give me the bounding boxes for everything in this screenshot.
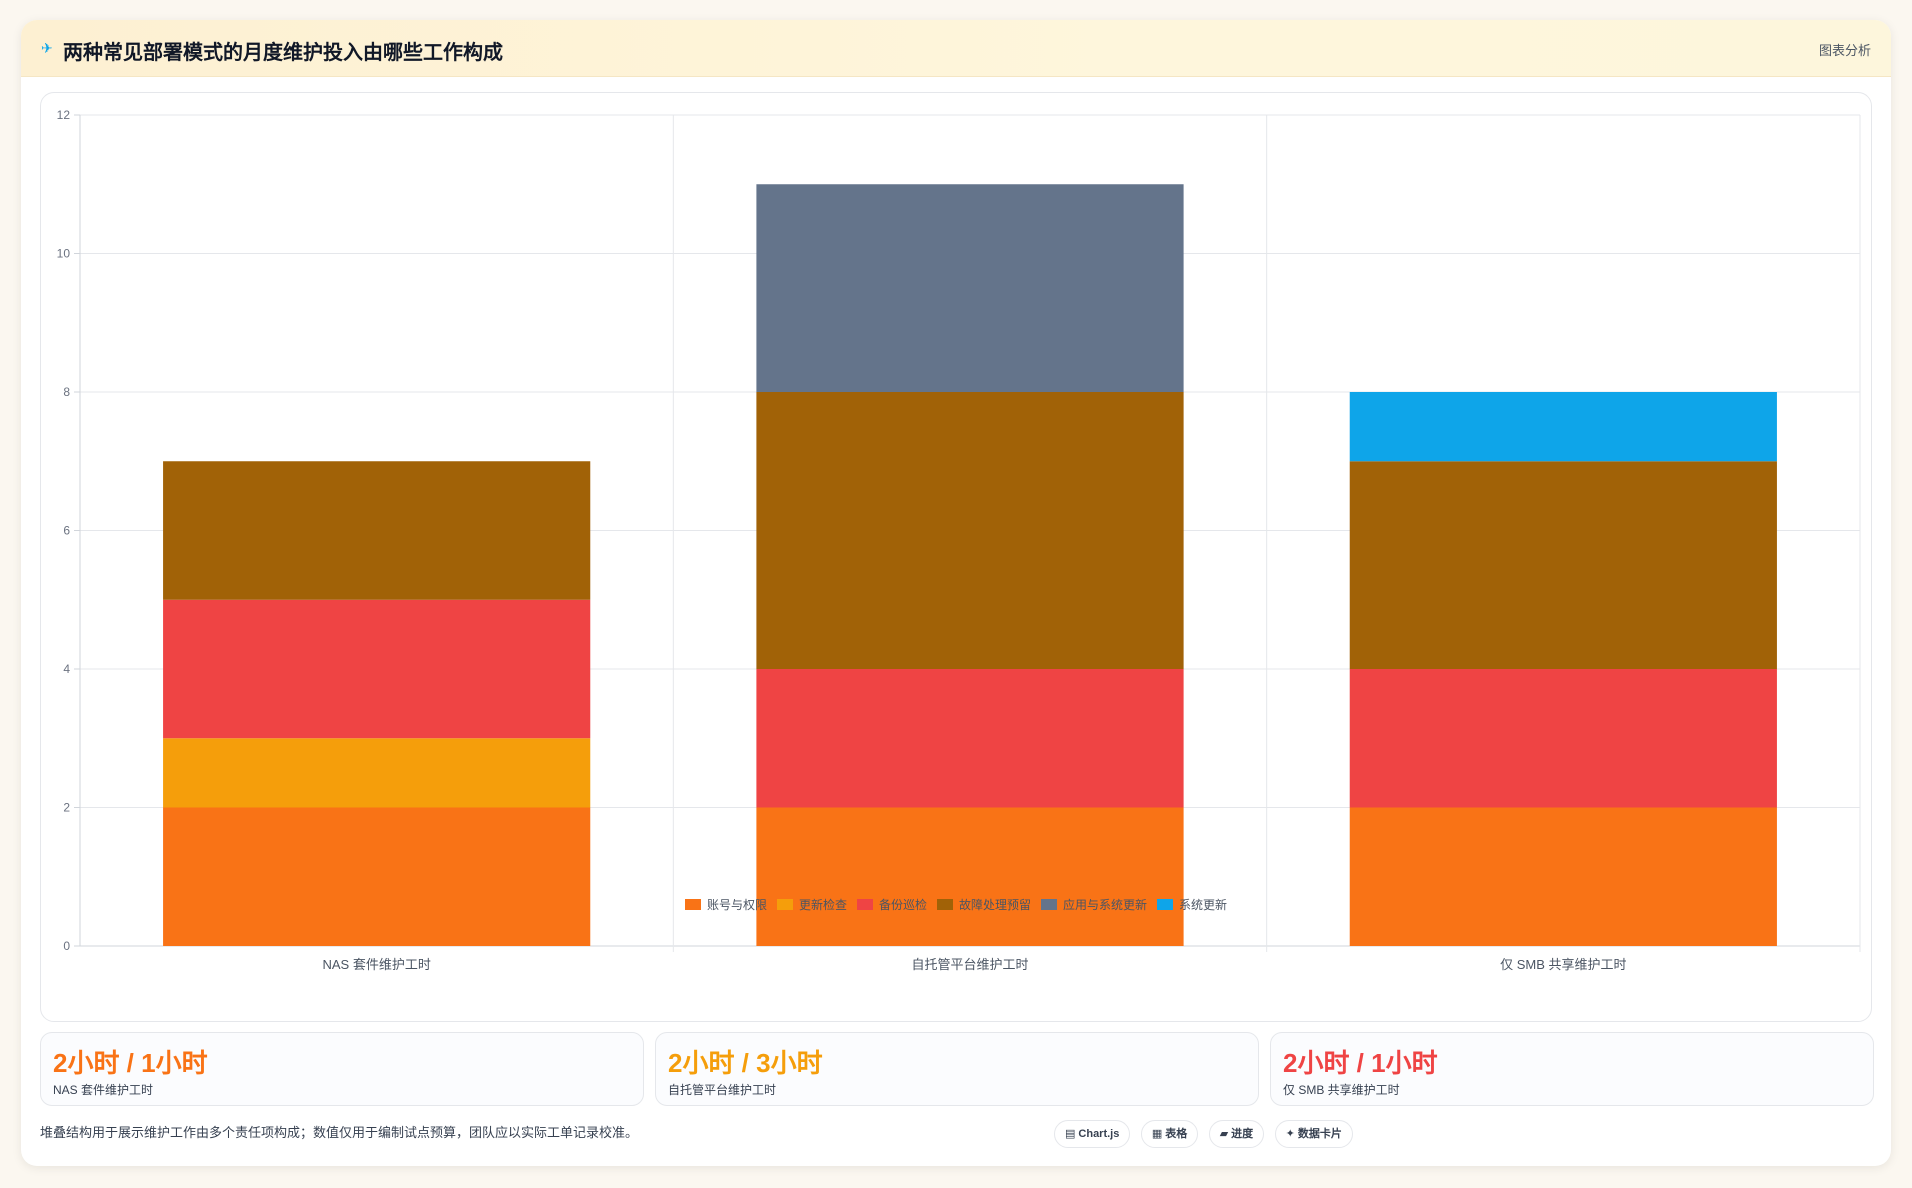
x-tick-label: NAS 套件维护工时 [322, 957, 430, 972]
chart-icon: ▤ [1065, 1128, 1076, 1140]
progress-icon: ▰ [1219, 1128, 1229, 1140]
stat-label: NAS 套件维护工时 [53, 1083, 154, 1097]
x-tick-label: 仅 SMB 共享维护工时 [1500, 957, 1626, 972]
legend-entry[interactable]: 故障处理预留 [937, 896, 1031, 913]
table-icon: ▦ [1151, 1128, 1163, 1140]
bar-segment [1349, 669, 1777, 808]
legend-entry[interactable]: 更新检查 [776, 896, 847, 913]
bar-segment [163, 807, 591, 946]
stat-card-nas: 2小时 / 1小时 NAS 套件维护工时 [40, 1032, 644, 1106]
stat-value: 2小时 / 1小时 [53, 1048, 208, 1078]
legend-swatch [937, 899, 953, 910]
chart-legend: 账号与权限 更新检查 备份巡检 故障处理预留 应用与系统更新 系统更新 [0, 896, 1912, 913]
legend-swatch [776, 899, 793, 910]
legend-label: 系统更新 [1179, 898, 1228, 912]
bar-segment [756, 392, 1184, 669]
legend-label: 应用与系统更新 [1063, 898, 1148, 912]
x-tick-label: 自托管平台维护工时 [911, 957, 1028, 972]
pill-label: Chart.js [1078, 1128, 1120, 1140]
stat-card-smb: 2小时 / 1小时 仅 SMB 共享维护工时 [1270, 1032, 1874, 1106]
legend-entry[interactable]: 应用与系统更新 [1041, 896, 1147, 913]
y-tick-label: 4 [63, 662, 70, 676]
pill-label: 进度 [1231, 1128, 1254, 1140]
bar-segment [163, 599, 591, 739]
y-tick-label: 8 [63, 385, 70, 399]
legend-swatch [856, 899, 873, 910]
legend-swatch [1041, 899, 1058, 910]
stat-label: 自托管平台维护工时 [668, 1083, 777, 1097]
pill-table[interactable]: ▦ 表格 [1140, 1120, 1199, 1148]
bar-segment [163, 738, 591, 808]
y-tick-label: 12 [57, 108, 71, 122]
stat-card-selfhosted: 2小时 / 3小时 自托管平台维护工时 [655, 1032, 1259, 1106]
pill-label: 数据卡片 [1297, 1128, 1342, 1140]
card-header: ✈ 两种常见部署模式的月度维护投入由哪些工作构成 图表分析 [21, 20, 1891, 77]
sparkle-icon: ✦ [1285, 1128, 1295, 1140]
bar-segment [1349, 392, 1777, 462]
pill-progress[interactable]: ▰ 进度 [1208, 1120, 1265, 1148]
y-tick-label: 0 [63, 939, 70, 953]
legend-entry[interactable]: 账号与权限 [684, 896, 767, 913]
y-tick-label: 2 [63, 801, 70, 815]
legend-label: 账号与权限 [706, 898, 767, 912]
pill-data-card[interactable]: ✦ 数据卡片 [1274, 1120, 1353, 1148]
bar-segment [1349, 461, 1777, 669]
bar-segment [1349, 807, 1777, 946]
legend-label: 更新检查 [798, 898, 847, 912]
bar-segment [756, 669, 1184, 808]
sparkle-icon: ✈ [41, 40, 53, 56]
stat-label: 仅 SMB 共享维护工时 [1283, 1083, 1400, 1097]
stat-value: 2小时 / 1小时 [1283, 1048, 1438, 1078]
y-tick-label: 10 [57, 247, 71, 261]
legend-swatch [684, 899, 701, 910]
bar-segment [756, 184, 1184, 392]
stat-value: 2小时 / 3小时 [668, 1048, 823, 1078]
card-title: 两种常见部署模式的月度维护投入由哪些工作构成 [63, 42, 503, 64]
pill-chartjs[interactable]: ▤ Chart.js [1054, 1120, 1131, 1148]
legend-entry[interactable]: 系统更新 [1157, 896, 1227, 913]
legend-label: 备份巡检 [878, 898, 927, 912]
legend-entry[interactable]: 备份巡检 [856, 896, 927, 913]
bar-segment [163, 461, 591, 600]
feature-pills: ▤ Chart.js ▦ 表格 ▰ 进度 ✦ 数据卡片 [1054, 1120, 1359, 1148]
legend-label: 故障处理预留 [959, 898, 1032, 912]
pill-label: 表格 [1165, 1128, 1188, 1140]
footnote: 堆叠结构用于展示维护工作由多个责任项构成；数值仅用于编制试点预算，团队应以实际工… [40, 1125, 639, 1140]
chart-analysis-tag: 图表分析 [1818, 43, 1871, 58]
bar-segment [756, 807, 1184, 946]
y-tick-label: 6 [63, 524, 70, 538]
legend-swatch [1157, 899, 1174, 910]
